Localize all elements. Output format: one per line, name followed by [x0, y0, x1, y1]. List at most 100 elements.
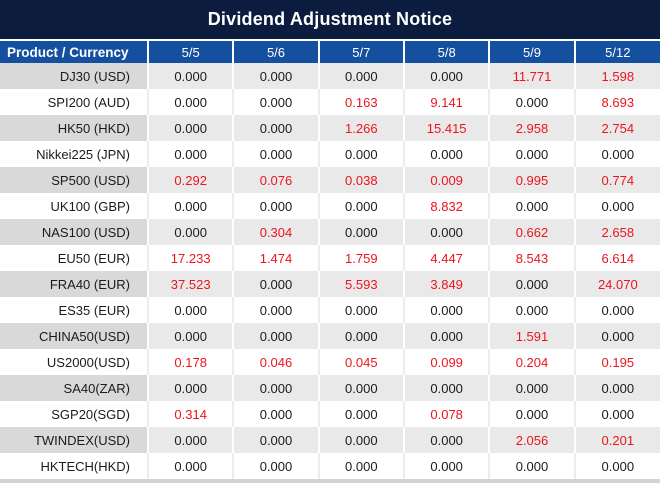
- title-bar: Dividend Adjustment Notice: [0, 0, 660, 39]
- value-cell: 0.000: [573, 453, 660, 479]
- table-row: SA40(ZAR) 0.000 0.000 0.000 0.000 0.000 0.000: [0, 375, 660, 401]
- value-cell: 0.000: [317, 219, 404, 245]
- value-cell: 0.000: [146, 219, 234, 245]
- value-cell: 4.447: [402, 245, 490, 271]
- value-cell: 0.076: [232, 167, 319, 193]
- product-cell: NAS100 (USD): [0, 219, 148, 245]
- product-cell: HKTECH(HKD): [0, 453, 148, 479]
- value-cell: 17.233: [146, 245, 234, 271]
- table-row: UK100 (GBP) 0.000 0.000 0.000 8.832 0.000 0.00…: [0, 193, 660, 219]
- value-cell: 0.000: [402, 323, 490, 349]
- product-cell: Nikkei225 (JPN): [0, 141, 148, 167]
- value-cell: 0.000: [317, 141, 404, 167]
- header-row: Product / Currency 5/5 5/6 5/7 5/8 5/9 5/12: [0, 41, 660, 63]
- value-cell: 0.000: [488, 297, 575, 323]
- table-row: SPI200 (AUD) 0.000 0.000 0.163 9.141 0.000 8.6…: [0, 89, 660, 115]
- table-row: NAS100 (USD) 0.000 0.304 0.000 0.000 0.662 2.6…: [0, 219, 660, 245]
- value-cell: 0.000: [317, 427, 404, 453]
- value-cell: 0.000: [488, 453, 575, 479]
- value-cell: 6.614: [573, 245, 660, 271]
- value-cell: 0.000: [573, 193, 660, 219]
- value-cell: 0.000: [573, 375, 660, 401]
- value-cell: 0.000: [488, 401, 575, 427]
- value-cell: 1.759: [317, 245, 404, 271]
- value-cell: 5.593: [317, 271, 404, 297]
- table-row: EU50 (EUR) 17.233 1.474 1.759 4.447 8.543 6.61…: [0, 245, 660, 271]
- value-cell: 8.543: [488, 245, 575, 271]
- value-cell: 0.000: [317, 375, 404, 401]
- table-row: US2000(USD) 0.178 0.046 0.045 0.099 0.204 0.19…: [0, 349, 660, 375]
- date-header-4: 5/8: [402, 41, 490, 63]
- value-cell: 0.000: [317, 453, 404, 479]
- date-header-1: 5/5: [146, 41, 234, 63]
- value-cell: 0.000: [232, 297, 319, 323]
- value-cell: 0.000: [146, 453, 234, 479]
- value-cell: 0.000: [402, 453, 490, 479]
- table-row: SP500 (USD) 0.292 0.076 0.038 0.009 0.995 0.77…: [0, 167, 660, 193]
- value-cell: 0.000: [146, 63, 234, 89]
- dividend-table: Product / Currency 5/5 5/6 5/7 5/8 5/9 5/12 D…: [0, 41, 660, 479]
- value-cell: 0.304: [232, 219, 319, 245]
- value-cell: 0.000: [146, 297, 234, 323]
- page-title: Dividend Adjustment Notice: [207, 9, 453, 29]
- value-cell: 0.000: [488, 89, 575, 115]
- value-cell: 0.046: [232, 349, 319, 375]
- value-cell: 0.314: [146, 401, 234, 427]
- value-cell: 0.000: [146, 323, 234, 349]
- value-cell: 37.523: [146, 271, 234, 297]
- value-cell: 0.038: [317, 167, 404, 193]
- value-cell: 1.598: [573, 63, 660, 89]
- value-cell: 1.591: [488, 323, 575, 349]
- value-cell: 0.000: [232, 115, 319, 141]
- product-cell: HK50 (HKD): [0, 115, 148, 141]
- product-cell: TWINDEX(USD): [0, 427, 148, 453]
- value-cell: 0.000: [146, 115, 234, 141]
- value-cell: 0.000: [232, 453, 319, 479]
- product-cell: CHINA50(USD): [0, 323, 148, 349]
- product-cell: SP500 (USD): [0, 167, 148, 193]
- date-header-6: 5/12: [573, 41, 660, 63]
- value-cell: 0.000: [573, 401, 660, 427]
- value-cell: 0.000: [317, 323, 404, 349]
- value-cell: 0.774: [573, 167, 660, 193]
- value-cell: 0.000: [488, 141, 575, 167]
- value-cell: 0.000: [146, 141, 234, 167]
- value-cell: 1.266: [317, 115, 404, 141]
- date-header-2: 5/6: [232, 41, 319, 63]
- product-cell: EU50 (EUR): [0, 245, 148, 271]
- value-cell: 0.163: [317, 89, 404, 115]
- value-cell: 0.000: [402, 63, 490, 89]
- value-cell: 0.000: [402, 219, 490, 245]
- value-cell: 0.000: [317, 297, 404, 323]
- value-cell: 0.000: [232, 271, 319, 297]
- value-cell: 0.000: [402, 427, 490, 453]
- value-cell: 0.000: [232, 193, 319, 219]
- value-cell: 0.000: [232, 63, 319, 89]
- value-cell: 0.000: [146, 427, 234, 453]
- value-cell: 0.078: [402, 401, 490, 427]
- table-row: FRA40 (EUR) 37.523 0.000 5.593 3.849 0.000 24.…: [0, 271, 660, 297]
- date-header-5: 5/9: [488, 41, 575, 63]
- product-cell: SPI200 (AUD): [0, 89, 148, 115]
- product-cell: SGP20(SGD): [0, 401, 148, 427]
- value-cell: 24.070: [573, 271, 660, 297]
- value-cell: 0.000: [146, 193, 234, 219]
- value-cell: 0.009: [402, 167, 490, 193]
- value-cell: 11.771: [488, 63, 575, 89]
- table-body: DJ30 (USD) 0.000 0.000 0.000 0.000 11.771 1.59…: [0, 63, 660, 479]
- product-cell: SA40(ZAR): [0, 375, 148, 401]
- value-cell: 3.849: [402, 271, 490, 297]
- value-cell: 2.958: [488, 115, 575, 141]
- value-cell: 0.000: [317, 63, 404, 89]
- value-cell: 0.000: [232, 375, 319, 401]
- product-cell: UK100 (GBP): [0, 193, 148, 219]
- value-cell: 0.000: [402, 375, 490, 401]
- table-row: Nikkei225 (JPN) 0.000 0.000 0.000 0.000 0.000…: [0, 141, 660, 167]
- value-cell: 0.000: [488, 271, 575, 297]
- table-row: CHINA50(USD) 0.000 0.000 0.000 0.000 1.591 0.0…: [0, 323, 660, 349]
- table-row: TWINDEX(USD) 0.000 0.000 0.000 0.000 2.056 0.2…: [0, 427, 660, 453]
- value-cell: 2.056: [488, 427, 575, 453]
- value-cell: 0.000: [488, 193, 575, 219]
- value-cell: 0.000: [232, 89, 319, 115]
